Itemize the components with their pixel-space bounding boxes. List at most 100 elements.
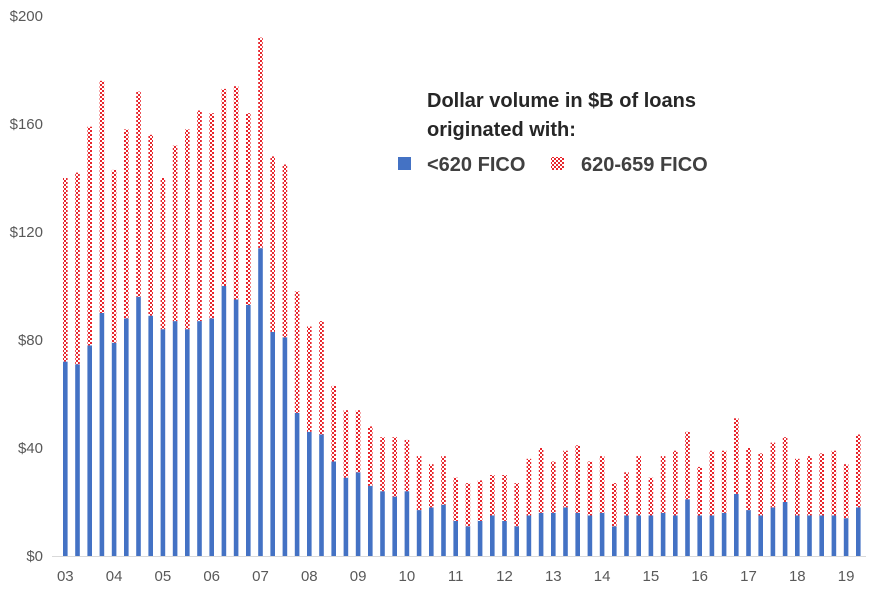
bar-620-659	[599, 456, 605, 513]
bar-below-620	[331, 461, 336, 556]
x-tick-label: 19	[838, 568, 855, 585]
bar-below-620	[734, 493, 739, 556]
bar-below-620	[246, 304, 251, 556]
x-tick-label: 16	[691, 568, 708, 585]
bar-620-659	[392, 437, 397, 497]
bar-620-659	[87, 126, 92, 346]
bar-620-659	[209, 113, 214, 319]
bar-620-659	[233, 86, 239, 300]
bar-620-659	[514, 483, 519, 527]
bar-620-659	[685, 431, 690, 500]
bar-620-659	[258, 37, 263, 249]
bar-620-659	[575, 445, 580, 513]
y-tick-label: $0	[26, 548, 43, 565]
x-tick-label: 14	[594, 568, 611, 585]
bar-below-620	[355, 472, 361, 556]
bar-620-659	[721, 450, 727, 513]
bar-620-659	[477, 480, 483, 521]
bar-below-620	[392, 496, 397, 556]
bars	[63, 37, 861, 556]
bar-620-659	[136, 91, 141, 297]
bar-below-620	[490, 515, 495, 556]
bar-below-620	[551, 512, 556, 556]
bar-620-659	[526, 458, 532, 516]
bar-620-659	[319, 321, 324, 435]
bar-620-659	[75, 172, 80, 365]
bar-620-659	[709, 450, 715, 516]
bar-below-620	[307, 431, 312, 556]
bar-620-659	[380, 437, 385, 492]
bar-620-659	[636, 456, 641, 516]
bar-620-659	[331, 385, 336, 462]
bar-below-620	[697, 515, 702, 556]
bar-620-659	[563, 450, 568, 508]
bar-620-659	[221, 88, 227, 287]
bar-620-659	[441, 456, 446, 505]
bar-below-620	[294, 412, 300, 556]
bar-below-620	[807, 515, 812, 556]
bar-below-620	[538, 512, 544, 556]
bar-below-620	[258, 248, 263, 556]
bar-below-620	[148, 315, 153, 556]
bar-below-620	[795, 515, 800, 556]
bar-below-620	[514, 526, 519, 556]
bar-below-620	[599, 512, 605, 556]
bar-below-620	[185, 329, 190, 556]
bar-below-620	[856, 507, 861, 556]
bar-620-659	[807, 456, 812, 516]
bar-620-659	[294, 291, 300, 413]
bar-620-659	[612, 483, 617, 527]
bar-620-659	[172, 145, 178, 322]
bar-620-659	[368, 426, 373, 486]
y-tick-label: $40	[18, 440, 43, 457]
bar-below-620	[575, 512, 580, 556]
bar-620-659	[648, 477, 654, 516]
legend-title-line-1: Dollar volume in $B of loans	[427, 90, 696, 112]
bar-below-620	[221, 286, 227, 556]
bar-below-620	[831, 515, 837, 556]
bar-620-659	[111, 169, 117, 343]
x-tick-label: 08	[301, 568, 318, 585]
bar-620-659	[343, 410, 349, 478]
legend-swatch-below-620	[398, 157, 411, 170]
bar-below-620	[380, 491, 385, 556]
bar-below-620	[685, 499, 690, 556]
bar-620-659	[63, 178, 68, 362]
bar-620-659	[246, 113, 251, 305]
bar-620-659	[502, 475, 507, 521]
bar-below-620	[63, 361, 68, 556]
bar-620-659	[697, 466, 702, 516]
x-tick-label: 07	[252, 568, 269, 585]
y-tick-label: $80	[18, 332, 43, 349]
bar-below-620	[368, 485, 373, 556]
x-tick-label: 10	[399, 568, 416, 585]
legend-label-620-659: 620-659 FICO	[581, 154, 708, 176]
bar-620-659	[856, 434, 861, 508]
bar-620-659	[197, 110, 202, 322]
bar-below-620	[819, 515, 824, 556]
bar-620-659	[355, 410, 361, 473]
bar-below-620	[709, 515, 715, 556]
x-tick-label: 03	[57, 568, 74, 585]
bar-below-620	[343, 477, 349, 556]
x-tick-label: 18	[789, 568, 806, 585]
bar-below-620	[843, 518, 849, 556]
bar-below-620	[75, 364, 80, 556]
bar-620-659	[270, 156, 275, 332]
bar-below-620	[429, 507, 434, 556]
bar-620-659	[673, 450, 678, 516]
bar-below-620	[770, 507, 776, 556]
bar-620-659	[429, 464, 434, 508]
bar-620-659	[782, 437, 788, 502]
bar-below-620	[111, 342, 117, 556]
x-tick-label: 06	[203, 568, 220, 585]
bar-below-620	[563, 507, 568, 556]
bar-620-659	[185, 129, 190, 330]
bar-below-620	[782, 502, 788, 556]
y-tick-label: $200	[10, 8, 43, 25]
x-tick-label: 17	[740, 568, 757, 585]
y-tick-label: $120	[10, 224, 43, 241]
bar-620-659	[416, 456, 422, 511]
bar-620-659	[660, 456, 666, 513]
legend-title-line-2: originated with:	[427, 119, 576, 141]
